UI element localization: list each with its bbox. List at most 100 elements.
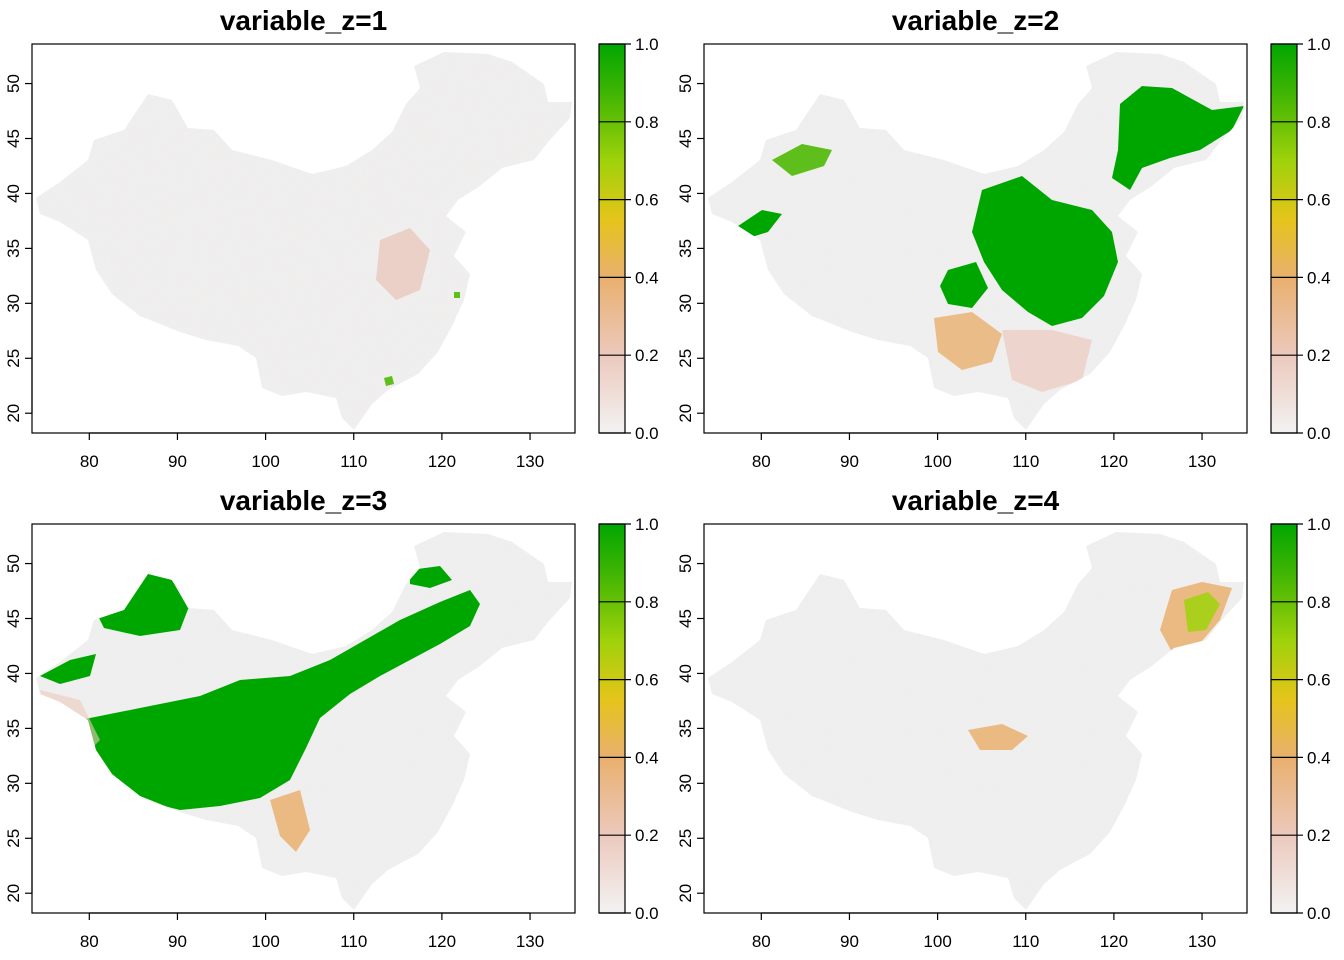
legend-tick-label: 0.2 xyxy=(635,346,659,365)
x-tick-label: 80 xyxy=(80,452,99,471)
y-tick-label: 40 xyxy=(4,184,23,203)
x-tick-label: 130 xyxy=(516,932,544,951)
x-tick-label: 80 xyxy=(80,932,99,951)
raster-layer xyxy=(36,532,572,910)
legend-tick-label: 1.0 xyxy=(1307,35,1331,54)
legend-tick-label: 0.0 xyxy=(635,904,659,923)
y-tick-label: 20 xyxy=(4,404,23,423)
legend-tick-label: 0.6 xyxy=(635,671,659,690)
y-tick-label: 45 xyxy=(676,129,695,148)
legend-gradient xyxy=(599,524,625,913)
legend-tick-label: 0.0 xyxy=(635,424,659,443)
value-region xyxy=(972,176,1118,326)
color-legend: 0.0 0.2 0.4 0.6 0.8 1.0 xyxy=(1270,515,1331,923)
legend-tick-label: 0.4 xyxy=(635,268,659,287)
value-region xyxy=(384,376,394,386)
x-tick-label: 120 xyxy=(1100,932,1128,951)
legend-tick-label: 1.0 xyxy=(1307,515,1331,534)
legend-tick-label: 0.4 xyxy=(1307,268,1331,287)
y-tick-label: 20 xyxy=(676,404,695,423)
y-tick-label: 40 xyxy=(676,184,695,203)
x-tick-label: 130 xyxy=(516,452,544,471)
legend-tick-label: 0.6 xyxy=(1307,191,1331,210)
x-tick-label: 130 xyxy=(1188,932,1216,951)
x-tick-label: 90 xyxy=(840,932,859,951)
value-region xyxy=(40,654,96,684)
raster-layer xyxy=(708,532,1244,910)
y-tick-label: 35 xyxy=(676,239,695,258)
panel-title: variable_z=4 xyxy=(892,485,1060,516)
value-region xyxy=(940,262,988,308)
x-tick-label: 110 xyxy=(340,932,367,951)
x-tick-label: 100 xyxy=(923,932,951,951)
legend-tick-label: 0.4 xyxy=(635,748,659,767)
x-tick-label: 90 xyxy=(168,932,187,951)
x-tick-label: 130 xyxy=(1188,452,1216,471)
map-panel-2: variable_z=2 80 90 100 110 120 130 20 25 30 35 40 45… xyxy=(676,5,1331,471)
x-tick-label: 100 xyxy=(251,932,279,951)
x-tick-label: 100 xyxy=(923,452,951,471)
x-tick-label: 120 xyxy=(1100,452,1128,471)
y-tick-label: 40 xyxy=(676,664,695,683)
value-region xyxy=(1112,86,1244,190)
y-tick-label: 30 xyxy=(4,294,23,313)
legend-tick-label: 0.8 xyxy=(1307,113,1331,132)
legend-gradient xyxy=(1271,44,1297,433)
y-tick-label: 30 xyxy=(4,774,23,793)
y-tick-label: 40 xyxy=(4,664,23,683)
y-axis: 20 25 30 35 40 45 50 xyxy=(4,554,33,903)
legend-tick-label: 0.4 xyxy=(1307,748,1331,767)
y-tick-label: 35 xyxy=(4,239,23,258)
legend-tick-label: 0.6 xyxy=(635,191,659,210)
value-region xyxy=(270,790,310,852)
y-tick-label: 30 xyxy=(676,774,695,793)
y-tick-label: 35 xyxy=(4,719,23,738)
legend-tick-label: 0.2 xyxy=(1307,826,1331,845)
raster-layer xyxy=(36,52,572,430)
legend-tick-label: 0.0 xyxy=(1307,424,1331,443)
map-panel-1: variable_z=1 80 90 100 110 120 130 20 25 30 35 40 45… xyxy=(4,5,659,471)
y-tick-label: 50 xyxy=(676,74,695,93)
legend-tick-label: 0.8 xyxy=(635,113,659,132)
y-tick-label: 30 xyxy=(676,294,695,313)
legend-tick-label: 1.0 xyxy=(635,515,659,534)
y-tick-label: 25 xyxy=(4,829,23,848)
panel-title: variable_z=2 xyxy=(892,5,1059,36)
y-axis: 20 25 30 35 40 45 50 xyxy=(676,74,705,423)
y-axis: 20 25 30 35 40 45 50 xyxy=(4,74,33,423)
value-region xyxy=(454,292,460,298)
x-tick-label: 120 xyxy=(428,452,456,471)
x-tick-label: 110 xyxy=(1012,932,1039,951)
color-legend: 0.0 0.2 0.4 0.6 0.8 1.0 xyxy=(1270,35,1331,443)
legend-tick-label: 0.8 xyxy=(1307,593,1331,612)
y-tick-label: 50 xyxy=(676,554,695,573)
y-tick-label: 20 xyxy=(4,884,23,903)
x-axis: 80 90 100 110 120 130 xyxy=(80,432,544,471)
value-region xyxy=(80,590,480,810)
y-tick-label: 20 xyxy=(676,884,695,903)
y-tick-label: 50 xyxy=(4,554,23,573)
panel-title: variable_z=1 xyxy=(220,5,387,36)
value-region xyxy=(968,724,1028,750)
y-tick-label: 25 xyxy=(676,349,695,368)
x-tick-label: 90 xyxy=(168,452,187,471)
y-tick-label: 45 xyxy=(4,609,23,628)
legend-tick-label: 1.0 xyxy=(635,35,659,54)
value-region xyxy=(1002,330,1092,392)
x-axis: 80 90 100 110 120 130 xyxy=(80,912,544,951)
map-panel-3: variable_z=3 80 90 100 110 120 130 20 25 30 35 40 45… xyxy=(4,485,659,951)
x-tick-label: 110 xyxy=(340,452,367,471)
x-tick-label: 90 xyxy=(840,452,859,471)
value-region xyxy=(772,144,832,176)
value-region xyxy=(410,566,452,588)
legend-tick-label: 0.0 xyxy=(1307,904,1331,923)
x-tick-label: 120 xyxy=(428,932,456,951)
y-tick-label: 25 xyxy=(676,829,695,848)
y-tick-label: 25 xyxy=(4,349,23,368)
x-tick-label: 80 xyxy=(752,452,771,471)
x-axis: 80 90 100 110 120 130 xyxy=(752,912,1216,951)
map-panel-4: variable_z=4 80 90 100 110 120 130 20 25 30 35 40 45… xyxy=(676,485,1331,951)
y-tick-label: 45 xyxy=(676,609,695,628)
legend-tick-label: 0.8 xyxy=(635,593,659,612)
